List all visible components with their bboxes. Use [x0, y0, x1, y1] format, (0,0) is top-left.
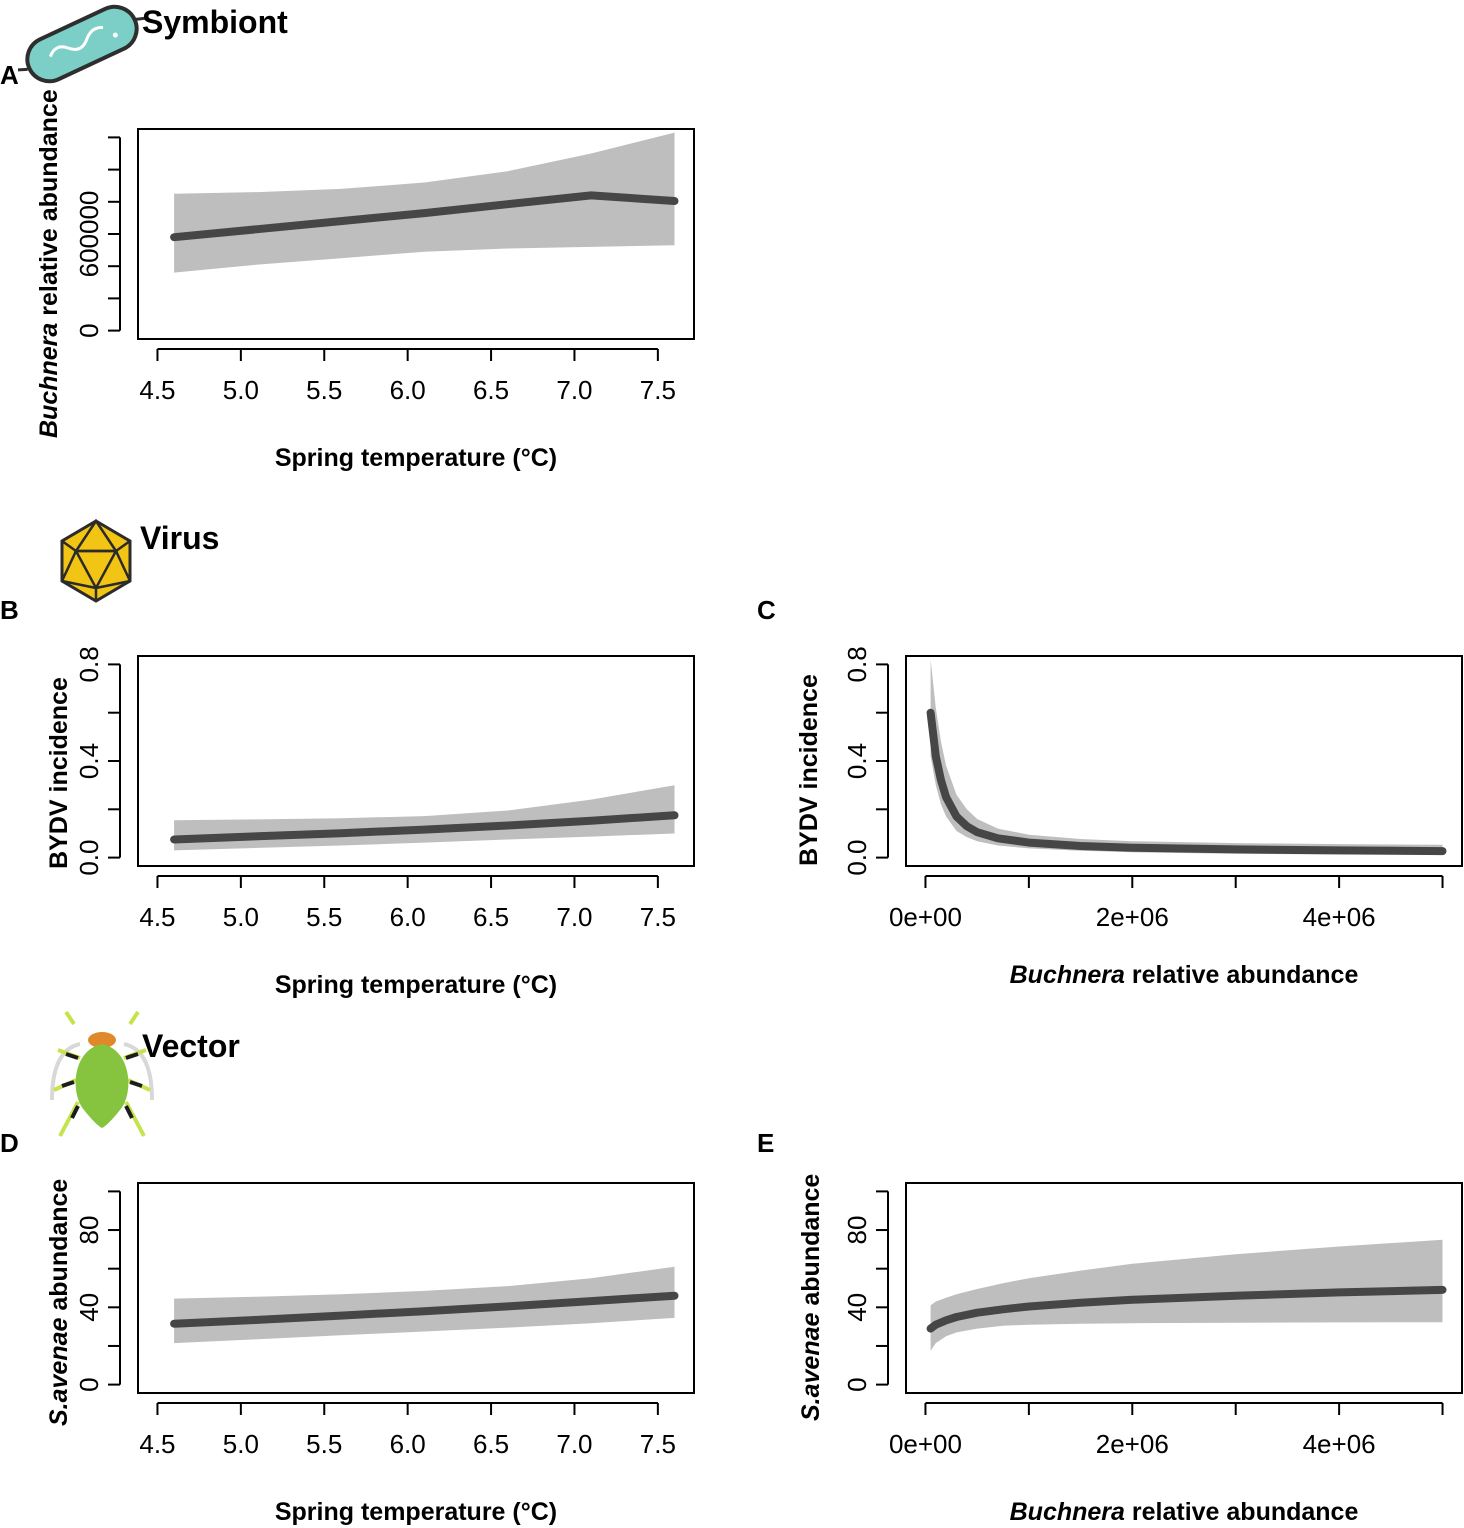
x-axis-title-c-italic: Buchnera: [1009, 961, 1125, 989]
x-tick-label-a: 7.5: [640, 375, 676, 405]
x-tick-label-b: 6.5: [473, 902, 509, 932]
x-tick-label-d: 7.5: [640, 1429, 676, 1459]
x-tick-label-a: 7.0: [556, 375, 592, 405]
x-axis-title-e: Buchnera relative abundance: [906, 1498, 1462, 1527]
x-axis-title-e-rest: relative abundance: [1124, 1498, 1359, 1526]
y-tick-label-d: 80: [74, 1216, 104, 1245]
fit-line-d: [170, 1291, 679, 1328]
plot-frame-e: [905, 1182, 1463, 1394]
x-axis-title-d: Spring temperature (°C): [274, 1498, 558, 1526]
virus-icon-wrap: [58, 518, 134, 604]
x-tick-label-d: 4.5: [139, 1429, 175, 1459]
x-tick-label-d: 7.0: [556, 1429, 592, 1459]
x-tick-label-e: 0e+00: [889, 1429, 962, 1459]
icosahedron-virus-icon: [60, 518, 132, 603]
y-tick-label-b: 0.0: [74, 840, 104, 876]
x-tick-label-a: 6.5: [473, 375, 509, 405]
x-tick-label-d: 5.5: [306, 1429, 342, 1459]
x-tick-label-a: 6.0: [390, 375, 426, 405]
x-tick-label-b: 6.0: [390, 902, 426, 932]
section-title-symbiont: Symbiont: [142, 4, 288, 40]
y-tick-label-b: 0.8: [74, 646, 104, 682]
vector-icon-wrap: [44, 1010, 160, 1144]
x-tick-label-a: 5.5: [306, 375, 342, 405]
x-tick-label-c: 4e+06: [1303, 902, 1376, 932]
bacterium-icon: [16, 4, 148, 84]
fit-line-e: [926, 1285, 1447, 1333]
x-axis-title-a: Spring temperature (°C): [274, 444, 558, 472]
x-tick-label-c: 0e+00: [889, 902, 962, 932]
x-axis-title-b: Spring temperature (°C): [274, 971, 558, 999]
x-tick-label-a: 5.0: [223, 375, 259, 405]
aphid-icon: [50, 1010, 154, 1137]
y-tick-label-e: 40: [842, 1293, 872, 1322]
y-tick-label-c: 0.8: [842, 646, 872, 682]
x-axis-title-c-rest: relative abundance: [1124, 961, 1359, 989]
confidence-band-c: [930, 659, 1443, 855]
x-tick-label-e: 4e+06: [1303, 1429, 1376, 1459]
fit-line-b: [170, 811, 679, 844]
panel-label-b: B: [0, 595, 19, 625]
x-tick-label-b: 5.5: [306, 902, 342, 932]
y-tick-label-e: 80: [842, 1216, 872, 1245]
x-tick-label-b: 7.0: [556, 902, 592, 932]
x-tick-label-d: 6.0: [390, 1429, 426, 1459]
x-tick-label-b: 7.5: [640, 902, 676, 932]
confidence-band-a: [174, 132, 675, 273]
y-tick-label-c: 0.0: [842, 840, 872, 876]
y-tick-label-a: 0: [74, 323, 104, 337]
plot-frame-d: [137, 1182, 695, 1394]
plot-frame-c: [905, 655, 1463, 867]
panel-label-e: E: [757, 1128, 775, 1158]
section-title-virus: Virus: [140, 520, 220, 556]
x-tick-label-d: 5.0: [223, 1429, 259, 1459]
x-axis-title-c: Buchnera relative abundance: [906, 961, 1462, 990]
y-tick-label-e: 0: [842, 1377, 872, 1391]
x-tick-label-c: 2e+06: [1096, 902, 1169, 932]
y-tick-label-b: 0.4: [74, 743, 104, 779]
plot-frame-a: [137, 128, 695, 340]
panel-label-a: A: [0, 60, 19, 90]
y-tick-label-d: 40: [74, 1293, 104, 1322]
y-tick-label-a: 600000: [74, 191, 104, 278]
fit-line-a: [170, 191, 679, 242]
x-tick-label-d: 6.5: [473, 1429, 509, 1459]
y-tick-label-c: 0.4: [842, 743, 872, 779]
panel-label-d: D: [0, 1128, 19, 1158]
panel-label-c: C: [757, 595, 776, 625]
y-tick-label-d: 0: [74, 1377, 104, 1391]
x-axis-title-e-italic: Buchnera: [1009, 1498, 1125, 1526]
symbiont-icon-wrap: [16, 0, 148, 88]
x-tick-label-e: 2e+06: [1096, 1429, 1169, 1459]
x-tick-label-b: 5.0: [223, 902, 259, 932]
confidence-band-d: [174, 1266, 675, 1344]
x-tick-label-a: 4.5: [139, 375, 175, 405]
x-tick-label-b: 4.5: [139, 902, 175, 932]
plot-frame-b: [137, 655, 695, 867]
fit-line-c: [926, 708, 1447, 856]
section-title-vector: Vector: [142, 1028, 240, 1064]
